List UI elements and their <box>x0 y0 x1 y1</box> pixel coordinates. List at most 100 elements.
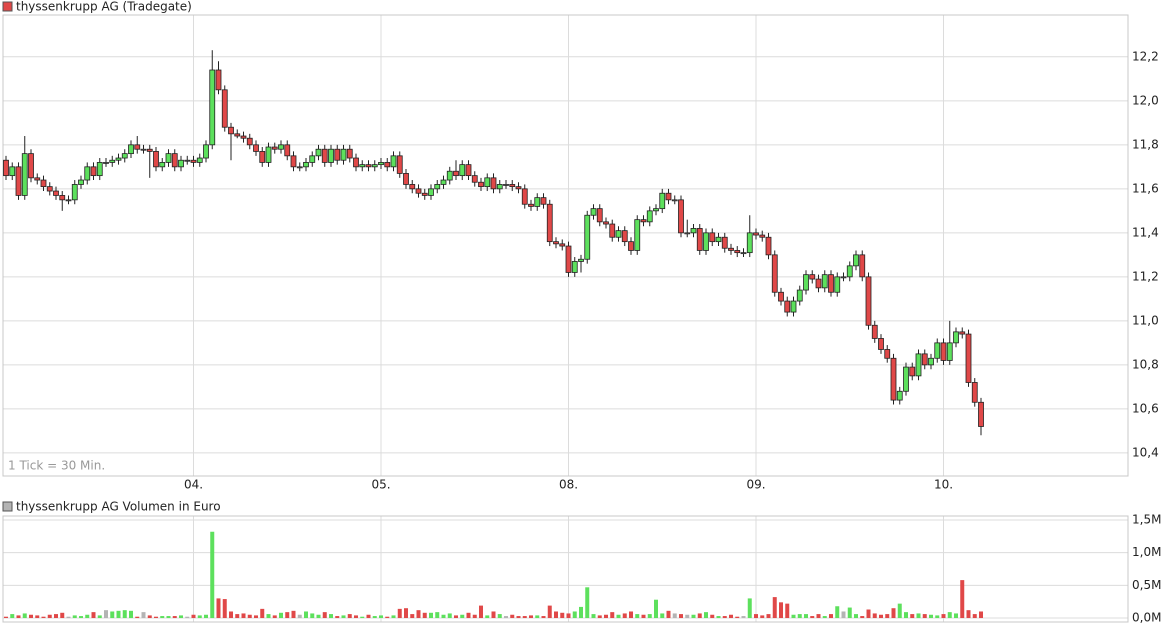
volume-bar <box>591 614 596 619</box>
candle-body <box>396 155 403 174</box>
volume-bar <box>597 615 602 619</box>
candle-body <box>490 177 497 190</box>
candle-body <box>640 219 647 223</box>
candle-body <box>278 144 284 150</box>
candle-body <box>871 324 878 339</box>
volume-bar <box>272 615 277 619</box>
volume-bar <box>454 615 458 619</box>
volume-bar <box>729 614 733 619</box>
candle-body <box>359 164 366 168</box>
price-frame <box>2 14 1129 477</box>
volume-bar <box>479 605 483 619</box>
volume-bar <box>379 615 383 619</box>
candle-body <box>865 276 872 326</box>
y-tick-label: 10,6 <box>1132 401 1159 415</box>
volume-bar <box>291 610 296 619</box>
volume-bar <box>910 614 915 619</box>
candle-body <box>259 151 266 163</box>
candle-body <box>234 133 241 137</box>
volume-bar <box>466 612 471 619</box>
candle-body <box>140 148 147 151</box>
candle-body <box>290 155 297 168</box>
volume-bar <box>772 597 777 619</box>
y-tick-label: 12,2 <box>1132 49 1159 63</box>
volume-bar <box>529 615 533 619</box>
y-tick-label: 11,2 <box>1132 269 1159 283</box>
y-tick-label: 12,0 <box>1132 93 1159 107</box>
candle-body <box>803 274 809 291</box>
candle-body <box>715 236 722 243</box>
candle-body <box>265 146 272 163</box>
candle-body <box>409 184 416 190</box>
volume-bar <box>41 616 46 619</box>
candle-body <box>384 162 391 168</box>
volume-bar <box>666 610 671 619</box>
volume-bar <box>372 616 377 619</box>
candle-body <box>946 342 953 361</box>
volume-bar <box>547 605 552 619</box>
y-tick-label: 10,8 <box>1132 357 1159 371</box>
volume-bar <box>704 612 708 619</box>
candle-body <box>346 148 353 159</box>
candle-body <box>315 148 322 157</box>
volume-bar <box>91 612 96 619</box>
candle-body <box>515 186 522 190</box>
candle-body <box>840 276 847 279</box>
candle-body <box>934 342 941 359</box>
candle-body <box>778 291 784 302</box>
candle-body <box>71 184 78 201</box>
candle-body <box>84 166 91 181</box>
volume-bar <box>172 616 177 619</box>
volume-bar <box>397 608 402 619</box>
volume-bar <box>4 616 8 619</box>
candle-body <box>546 203 553 243</box>
volume-bar <box>804 614 808 619</box>
candle-body <box>953 331 959 344</box>
volume-bar <box>241 613 246 619</box>
volume-bar <box>904 612 908 619</box>
candle-body <box>221 89 228 128</box>
candle-body <box>340 148 347 161</box>
candle-body <box>565 245 572 273</box>
volume-bar <box>747 598 752 619</box>
volume-bar <box>629 611 633 619</box>
volume-bar <box>697 613 702 619</box>
volume-bar <box>960 580 965 619</box>
volume-bar <box>735 616 740 619</box>
volume-bar <box>579 606 583 619</box>
volume-bar <box>622 613 627 619</box>
candle-body <box>521 188 528 205</box>
candle-body <box>271 146 278 150</box>
volume-bar <box>766 614 771 619</box>
candle-body <box>78 179 84 185</box>
candle-body <box>96 162 103 177</box>
candle-body <box>3 159 9 177</box>
volume-bar <box>722 616 727 619</box>
volume-bar <box>785 603 790 619</box>
x-tick-label: 09. <box>746 478 765 492</box>
volume-bar <box>841 611 846 619</box>
volume-bar <box>391 615 396 619</box>
candle-body <box>628 241 634 251</box>
volume-bar <box>541 616 546 619</box>
volume-bar <box>641 614 646 619</box>
candle-body <box>696 228 703 251</box>
volume-bar <box>322 612 327 619</box>
candle-body <box>109 159 116 163</box>
volume-bar <box>847 607 852 619</box>
candle-body <box>615 230 622 238</box>
y-tick-label: 10,4 <box>1132 445 1159 459</box>
candle-body <box>596 208 603 223</box>
candle-body <box>553 241 559 245</box>
candle-body <box>115 157 122 161</box>
volume-bar <box>779 602 783 619</box>
candle-body <box>9 166 16 177</box>
volume-bar <box>791 614 796 619</box>
volume-bar <box>660 613 665 619</box>
candle-body <box>965 333 972 383</box>
candle-body <box>746 232 753 254</box>
candle-body <box>428 188 434 196</box>
candle-body <box>734 250 741 254</box>
candle-body <box>915 353 922 377</box>
